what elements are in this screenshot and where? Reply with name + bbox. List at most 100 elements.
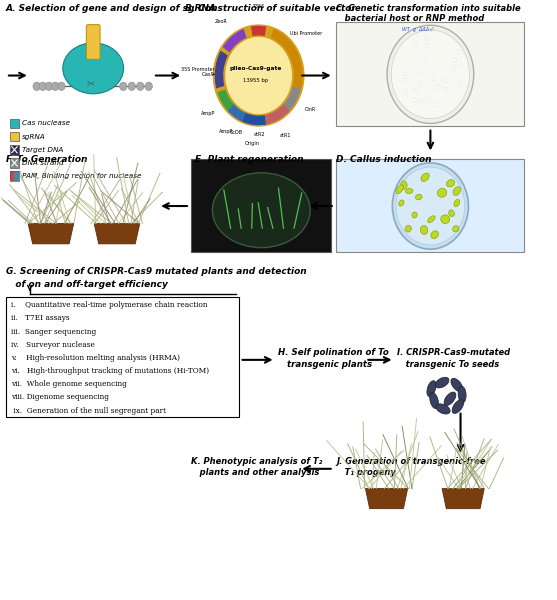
Text: C. Genetic transformation into suitable
   bacterial host or RNP method: C. Genetic transformation into suitable …: [336, 4, 521, 23]
Circle shape: [422, 56, 425, 59]
Ellipse shape: [399, 200, 404, 206]
Wedge shape: [242, 113, 266, 125]
Text: A. Selection of gene and design of sgRNA: A. Selection of gene and design of sgRNA: [6, 4, 217, 13]
Text: J. Generation of transgenic-free: J. Generation of transgenic-free: [336, 457, 486, 466]
Text: K. Phenotypic analysis of T₂: K. Phenotypic analysis of T₂: [191, 457, 322, 466]
Circle shape: [438, 86, 442, 89]
Ellipse shape: [449, 210, 455, 217]
Ellipse shape: [405, 226, 412, 232]
Text: PAM, Binding region for nuclease: PAM, Binding region for nuclease: [22, 173, 142, 179]
Circle shape: [404, 91, 408, 95]
Circle shape: [458, 61, 461, 65]
Text: ZeoR: ZeoR: [215, 19, 228, 24]
Circle shape: [419, 82, 422, 85]
Circle shape: [128, 82, 135, 91]
Text: Ubi Promoter: Ubi Promoter: [290, 31, 323, 35]
Ellipse shape: [453, 187, 461, 196]
Ellipse shape: [421, 226, 428, 235]
Text: iii.  Sanger sequencing: iii. Sanger sequencing: [11, 328, 96, 335]
Circle shape: [413, 41, 417, 44]
Circle shape: [33, 82, 40, 91]
Ellipse shape: [428, 216, 435, 223]
FancyBboxPatch shape: [10, 158, 19, 168]
Wedge shape: [284, 86, 301, 110]
Wedge shape: [217, 89, 233, 110]
Circle shape: [45, 82, 53, 91]
Text: T35S: T35S: [252, 4, 265, 9]
FancyBboxPatch shape: [14, 171, 19, 181]
Ellipse shape: [396, 185, 403, 194]
Circle shape: [39, 82, 47, 91]
Circle shape: [392, 163, 468, 249]
Circle shape: [419, 100, 423, 103]
Text: v.    High-resolution melting analysis (HRMA): v. High-resolution melting analysis (HRM…: [11, 354, 180, 362]
Circle shape: [443, 79, 446, 82]
Ellipse shape: [454, 199, 460, 206]
Ellipse shape: [427, 380, 436, 397]
Circle shape: [435, 86, 438, 89]
Ellipse shape: [421, 173, 429, 181]
Circle shape: [411, 69, 414, 73]
Text: H. Self polination of To: H. Self polination of To: [278, 348, 389, 357]
FancyBboxPatch shape: [10, 171, 14, 181]
Ellipse shape: [412, 212, 417, 218]
Circle shape: [432, 77, 435, 80]
Ellipse shape: [431, 231, 438, 239]
Text: iv.   Surveyor nuclease: iv. Surveyor nuclease: [11, 341, 95, 349]
Text: ✂: ✂: [86, 79, 95, 88]
Circle shape: [404, 72, 407, 76]
Circle shape: [426, 44, 429, 47]
Text: atR2: atR2: [254, 131, 266, 137]
Text: Cas9: Cas9: [202, 72, 214, 77]
Wedge shape: [215, 50, 228, 88]
Text: DNA strand: DNA strand: [22, 160, 64, 166]
Ellipse shape: [458, 386, 466, 403]
Circle shape: [52, 82, 59, 91]
Circle shape: [58, 82, 65, 91]
Text: pIIeo-Cas9-gate: pIIeo-Cas9-gate: [230, 66, 282, 71]
Circle shape: [456, 50, 459, 54]
Circle shape: [413, 88, 416, 91]
Circle shape: [451, 94, 454, 98]
Text: F. To Generation: F. To Generation: [6, 155, 87, 164]
Text: CinR: CinR: [304, 107, 315, 112]
Circle shape: [120, 82, 127, 91]
FancyBboxPatch shape: [10, 119, 19, 128]
FancyBboxPatch shape: [336, 160, 524, 252]
Ellipse shape: [436, 404, 450, 414]
Ellipse shape: [429, 392, 438, 409]
FancyBboxPatch shape: [191, 160, 331, 252]
Circle shape: [413, 98, 417, 102]
Text: I. CRISPR-Cas9-mutated: I. CRISPR-Cas9-mutated: [397, 348, 510, 357]
Wedge shape: [293, 67, 302, 88]
Text: Cas nuclease: Cas nuclease: [22, 121, 71, 127]
Polygon shape: [94, 223, 140, 244]
Ellipse shape: [444, 392, 456, 406]
Ellipse shape: [451, 378, 463, 392]
Text: ii.   T7EI assays: ii. T7EI assays: [11, 314, 70, 322]
Text: sgRNA: sgRNA: [22, 134, 46, 140]
Text: of on and off-target efficiency: of on and off-target efficiency: [6, 280, 168, 289]
Ellipse shape: [452, 400, 463, 413]
Text: ix.  Generation of the null segregant part: ix. Generation of the null segregant par…: [11, 407, 167, 415]
Ellipse shape: [401, 181, 407, 189]
Circle shape: [439, 103, 442, 107]
Wedge shape: [251, 26, 266, 36]
Wedge shape: [228, 104, 246, 122]
Circle shape: [446, 101, 449, 104]
FancyBboxPatch shape: [336, 22, 524, 127]
Text: B. Construction of suitable vector: B. Construction of suitable vector: [184, 4, 355, 13]
Text: plants and other analysis: plants and other analysis: [191, 467, 319, 476]
Circle shape: [387, 25, 474, 124]
Text: atR1: atR1: [280, 133, 291, 138]
Polygon shape: [28, 223, 74, 244]
Circle shape: [426, 98, 429, 101]
Circle shape: [136, 82, 144, 91]
Circle shape: [459, 83, 462, 86]
Circle shape: [396, 167, 465, 245]
Circle shape: [444, 87, 448, 91]
Circle shape: [399, 78, 402, 82]
Text: CcDB: CcDB: [230, 130, 243, 135]
Ellipse shape: [453, 226, 459, 232]
Ellipse shape: [437, 188, 447, 197]
